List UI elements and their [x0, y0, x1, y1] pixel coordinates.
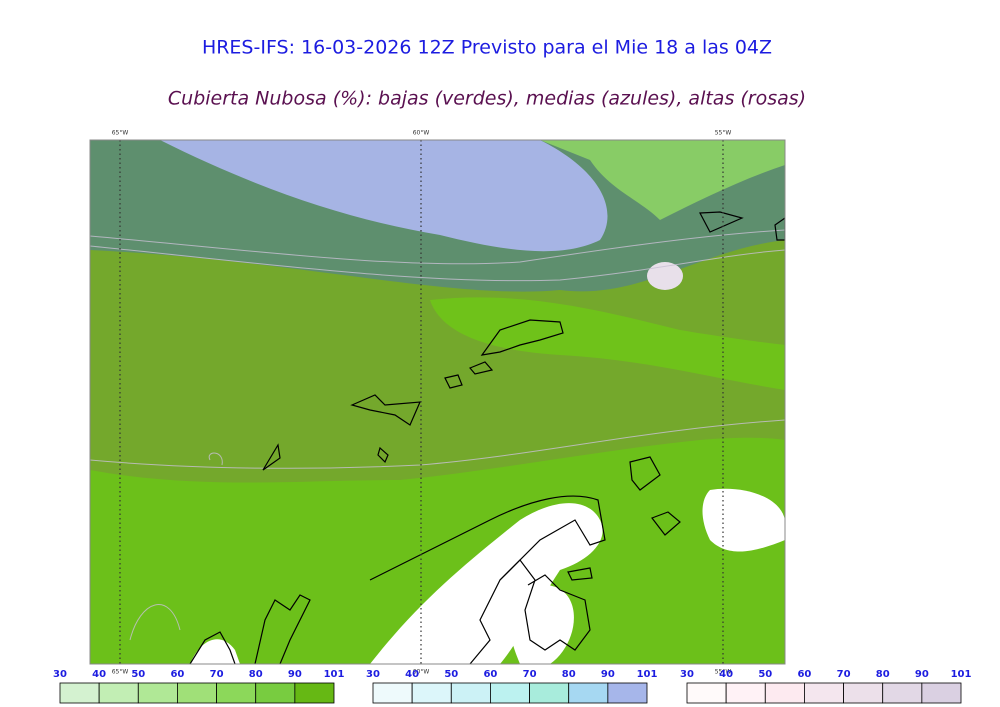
legend-swatch [411, 682, 452, 704]
longitude-label: 65°W [112, 669, 129, 676]
longitude-label: 60°W [413, 669, 430, 676]
legend-swatch [490, 682, 530, 704]
legend-tick-label: 101 [324, 669, 345, 680]
legend-tick-label: 50 [131, 669, 145, 680]
legend-tick-label: 60 [483, 669, 497, 680]
legend-swatch [216, 682, 257, 704]
legend-swatch [921, 682, 962, 704]
legend-tick-label: 101 [637, 669, 658, 680]
legend-tick-label: 90 [915, 669, 929, 680]
legend-tick-label: 70 [210, 669, 224, 680]
legend-swatch [607, 682, 648, 704]
legend-swatch [686, 682, 727, 704]
legend-tick-label: 101 [951, 669, 972, 680]
longitude-label: 55°W [715, 669, 732, 676]
legend-tick-label: 80 [249, 669, 263, 680]
legend-tick-label: 50 [444, 669, 458, 680]
legend-tick-label: 90 [288, 669, 302, 680]
legend-tick-label: 60 [797, 669, 811, 680]
title: HRES-IFS: 16-03-2026 12Z Previsto para e… [202, 37, 772, 59]
longitude-label: 55°W [715, 130, 732, 137]
legend-swatch [529, 682, 570, 704]
legend-tick-label: 60 [170, 669, 184, 680]
legend-tick-label: 40 [719, 669, 733, 680]
legend-swatch [882, 682, 923, 704]
legend-swatch [59, 682, 100, 704]
legend-tick-label: 30 [366, 669, 380, 680]
legend-swatch [177, 682, 217, 704]
legend-swatch [725, 682, 766, 704]
legend-swatch [137, 682, 178, 704]
legend-swatch [255, 682, 296, 704]
longitude-label: 65°W [112, 130, 129, 137]
longitude-label: 60°W [413, 130, 430, 137]
legend-tick-label: 80 [876, 669, 890, 680]
map [89, 139, 786, 665]
legend-tick-label: 40 [92, 669, 106, 680]
legend-tick-label: 40 [405, 669, 419, 680]
legend-swatch [98, 682, 139, 704]
legend-tick-label: 70 [837, 669, 851, 680]
legend-swatch [764, 682, 805, 704]
subtitle: Cubierta Nubosa (%): bajas (verdes), med… [168, 88, 806, 110]
legend-tick-label: 90 [601, 669, 615, 680]
legend-swatch [450, 682, 491, 704]
legend-swatch [804, 682, 844, 704]
legend-tick-label: 30 [53, 669, 67, 680]
legend-swatch [294, 682, 335, 704]
legend-swatch [372, 682, 413, 704]
legend-swatch [568, 682, 609, 704]
legend-tick-label: 30 [680, 669, 694, 680]
legend-swatch [843, 682, 884, 704]
legend-tick-label: 70 [523, 669, 537, 680]
legend-tick-label: 50 [758, 669, 772, 680]
legend-tick-label: 80 [562, 669, 576, 680]
